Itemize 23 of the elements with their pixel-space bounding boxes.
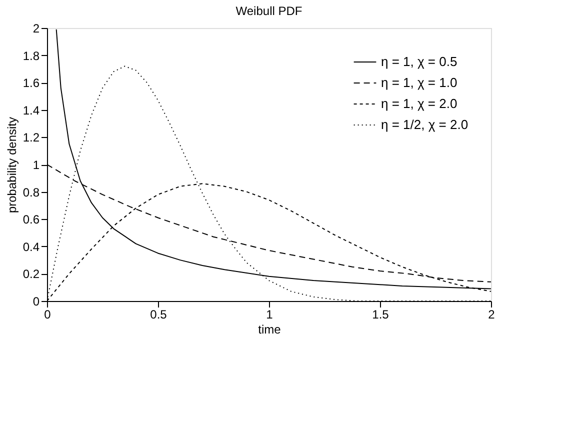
x-axis-title: time xyxy=(258,322,282,336)
legend-label: η = 1, χ = 2.0 xyxy=(381,96,458,111)
x-tick-label: 1 xyxy=(266,308,274,322)
legend-label: η = 1, χ = 0.5 xyxy=(381,54,458,69)
chart-title: Weibull PDF xyxy=(236,4,302,18)
y-tick-label: 1.2 xyxy=(22,130,40,145)
y-tick-label: 1.8 xyxy=(22,48,40,63)
y-tick-label: 0 xyxy=(32,294,40,308)
legend-label: η = 1, χ = 1.0 xyxy=(381,75,458,90)
y-tick-label: 0.2 xyxy=(22,267,40,282)
y-tick-label: 1 xyxy=(32,158,40,172)
x-tick-label: 1.5 xyxy=(372,308,390,322)
y-tick-label: 1.6 xyxy=(22,76,40,90)
y-tick-label: 0.6 xyxy=(22,212,40,227)
y-axis-title: probability density xyxy=(4,116,19,214)
x-tick-label: 2 xyxy=(488,308,496,322)
y-tick-label: 1.4 xyxy=(22,103,40,118)
y-tick-label: 0.8 xyxy=(22,185,40,200)
legend-label: η = 1/2, χ = 2.0 xyxy=(381,117,468,132)
y-tick-label: 0.4 xyxy=(22,240,40,254)
y-tick-label: 2 xyxy=(32,22,40,36)
x-tick-label: 0 xyxy=(44,308,52,322)
x-tick-label: 0.5 xyxy=(150,308,168,322)
